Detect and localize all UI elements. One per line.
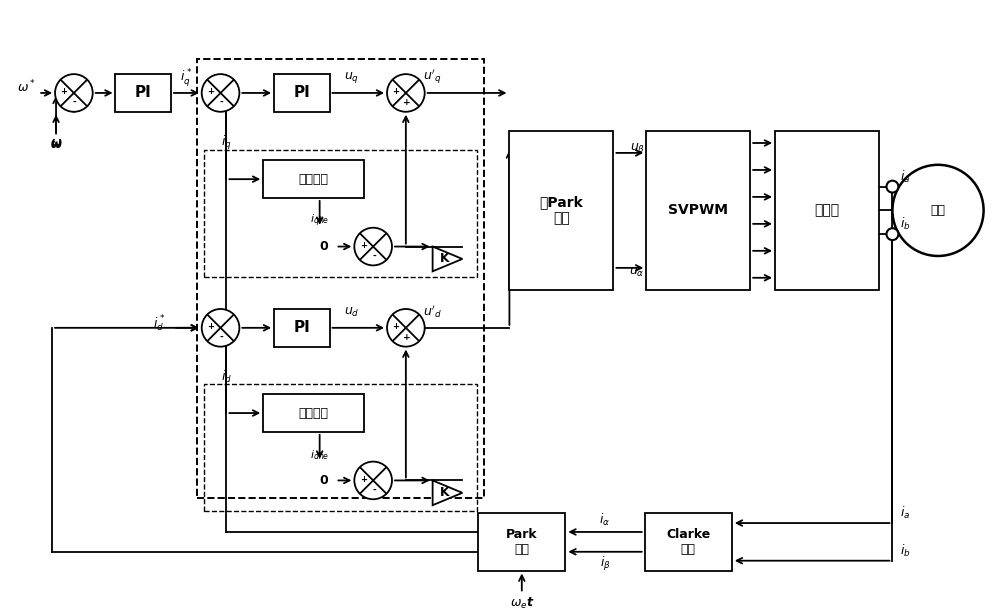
Text: SVPWM: SVPWM	[668, 203, 728, 217]
Text: $\boldsymbol{u_d}$: $\boldsymbol{u_d}$	[344, 306, 359, 318]
Bar	[204, 150, 477, 277]
Bar	[646, 131, 750, 290]
Text: +: +	[207, 87, 214, 97]
Text: $\boldsymbol{u_\alpha}$: $\boldsymbol{u_\alpha}$	[629, 266, 645, 280]
Text: +: +	[207, 322, 214, 331]
Circle shape	[202, 309, 239, 347]
Bar	[645, 513, 732, 570]
Circle shape	[886, 180, 898, 193]
Text: 0: 0	[319, 240, 328, 253]
Text: -: -	[372, 252, 376, 261]
Text: $\boldsymbol{\omega_e t}$: $\boldsymbol{\omega_e t}$	[510, 596, 534, 611]
Text: 谐波估计: 谐波估计	[299, 172, 329, 185]
Text: +: +	[360, 475, 367, 484]
Bar	[478, 513, 565, 570]
Bar	[509, 131, 613, 290]
Text: PI: PI	[135, 86, 152, 100]
Bar	[263, 394, 364, 432]
Text: $\boldsymbol{i_q^*}$: $\boldsymbol{i_q^*}$	[180, 67, 193, 89]
Circle shape	[892, 165, 984, 256]
Text: Park
变换: Park 变换	[506, 528, 538, 556]
Text: +: +	[360, 241, 367, 250]
Circle shape	[354, 461, 392, 499]
Text: $\boldsymbol{i_b}$: $\boldsymbol{i_b}$	[900, 216, 911, 232]
Text: K: K	[440, 486, 449, 500]
Polygon shape	[433, 480, 462, 505]
Text: PI: PI	[293, 320, 310, 335]
Circle shape	[55, 74, 93, 111]
Text: $\boldsymbol{i_d}$: $\boldsymbol{i_d}$	[221, 370, 232, 386]
Text: $\boldsymbol{\omega}$: $\boldsymbol{\omega}$	[50, 138, 62, 151]
Text: $\boldsymbol{u'_q}$: $\boldsymbol{u'_q}$	[423, 68, 442, 86]
Text: 逆变器: 逆变器	[814, 203, 840, 217]
Polygon shape	[433, 246, 462, 271]
Text: 谐波估计: 谐波估计	[299, 407, 329, 419]
Bar	[204, 384, 477, 511]
Bar	[775, 131, 879, 290]
Text: $\boldsymbol{i_{qhe}}$: $\boldsymbol{i_{qhe}}$	[310, 213, 329, 229]
Text: Clarke
变换: Clarke 变换	[666, 528, 710, 556]
Text: +: +	[403, 98, 411, 107]
Text: 电机: 电机	[931, 204, 946, 217]
Text: $\boldsymbol{i_a}$: $\boldsymbol{i_a}$	[900, 169, 911, 185]
Text: +: +	[403, 333, 411, 342]
Text: $\boldsymbol{i_{dhe}}$: $\boldsymbol{i_{dhe}}$	[310, 448, 329, 461]
Circle shape	[387, 74, 425, 111]
Text: PI: PI	[293, 86, 310, 100]
Bar	[274, 74, 330, 111]
Text: $\boldsymbol{i_q}$: $\boldsymbol{i_q}$	[221, 134, 232, 152]
Text: -: -	[372, 486, 376, 495]
Circle shape	[387, 309, 425, 347]
Text: +: +	[393, 87, 400, 97]
Text: K: K	[440, 253, 449, 265]
Circle shape	[202, 74, 239, 111]
Circle shape	[886, 228, 898, 240]
Text: $\boldsymbol{i_\alpha}$: $\boldsymbol{i_\alpha}$	[599, 512, 611, 528]
Text: $\boldsymbol{u_q}$: $\boldsymbol{u_q}$	[344, 70, 359, 84]
Text: -: -	[220, 98, 223, 107]
Text: $\boldsymbol{\omega^*}$: $\boldsymbol{\omega^*}$	[17, 79, 36, 95]
Text: $\boldsymbol{\omega}$: $\boldsymbol{\omega}$	[50, 136, 62, 149]
Bar	[274, 309, 330, 347]
Text: +: +	[61, 87, 68, 97]
Text: $\boldsymbol{i_b}$: $\boldsymbol{i_b}$	[900, 543, 911, 559]
Circle shape	[354, 228, 392, 265]
Bar	[197, 59, 484, 498]
Text: +: +	[393, 322, 400, 331]
Bar	[115, 74, 171, 111]
Text: $\boldsymbol{i_a}$: $\boldsymbol{i_a}$	[900, 505, 911, 521]
Text: $\boldsymbol{i_\beta}$: $\boldsymbol{i_\beta}$	[600, 554, 610, 573]
Text: -: -	[73, 98, 77, 107]
Text: $\boldsymbol{u'_d}$: $\boldsymbol{u'_d}$	[423, 304, 442, 320]
Bar	[263, 160, 364, 198]
Text: $\boldsymbol{i_d^*}$: $\boldsymbol{i_d^*}$	[153, 314, 165, 334]
Text: $\boldsymbol{u_\beta}$: $\boldsymbol{u_\beta}$	[630, 142, 645, 156]
Text: -: -	[220, 333, 223, 342]
Text: 0: 0	[319, 474, 328, 487]
Text: 反Park
变换: 反Park 变换	[540, 195, 583, 225]
